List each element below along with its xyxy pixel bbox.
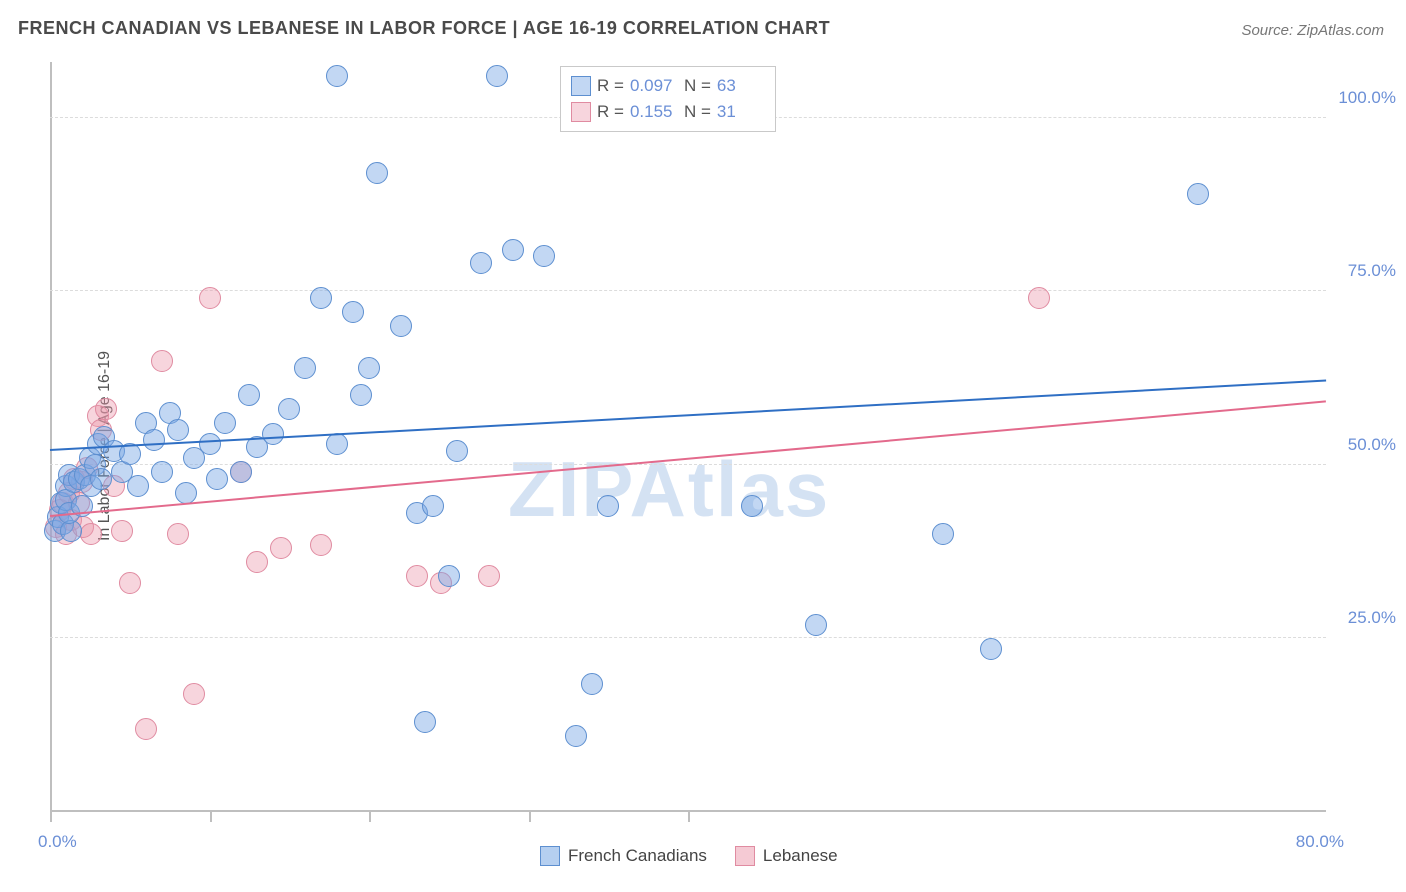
scatter-point-pink <box>151 350 173 372</box>
scatter-point-blue <box>502 239 524 261</box>
scatter-point-pink <box>246 551 268 573</box>
scatter-point-blue <box>581 673 603 695</box>
correlation-legend: R = 0.097 N = 63 R = 0.155 N = 31 <box>560 66 776 132</box>
scatter-point-blue <box>167 419 189 441</box>
scatter-point-blue <box>127 475 149 497</box>
scatter-point-blue <box>565 725 587 747</box>
scatter-point-blue <box>214 412 236 434</box>
legend-n-value: 63 <box>717 76 765 96</box>
scatter-point-blue <box>294 357 316 379</box>
scatter-point-blue <box>741 495 763 517</box>
legend-r-label: R = <box>597 102 624 122</box>
scatter-point-blue <box>238 384 260 406</box>
scatter-point-blue <box>1187 183 1209 205</box>
legend-item: French Canadians <box>540 846 707 866</box>
legend-swatch <box>540 846 560 866</box>
scatter-point-blue <box>932 523 954 545</box>
scatter-point-pink <box>111 520 133 542</box>
scatter-point-blue <box>805 614 827 636</box>
gridline <box>50 290 1326 291</box>
scatter-point-blue <box>90 468 112 490</box>
scatter-point-pink <box>199 287 221 309</box>
scatter-point-blue <box>206 468 228 490</box>
scatter-point-pink <box>135 718 157 740</box>
legend-swatch <box>571 76 591 96</box>
x-tick <box>529 812 531 822</box>
y-axis-line <box>50 62 52 812</box>
scatter-point-blue <box>342 301 364 323</box>
source-attribution: Source: ZipAtlas.com <box>1241 22 1384 39</box>
scatter-point-blue <box>199 433 221 455</box>
x-axis-min-label: 0.0% <box>38 832 77 852</box>
scatter-point-blue <box>230 461 252 483</box>
legend-item: Lebanese <box>735 846 838 866</box>
x-tick <box>50 812 52 822</box>
scatter-point-blue <box>326 433 348 455</box>
scatter-point-blue <box>446 440 468 462</box>
scatter-point-pink <box>406 565 428 587</box>
scatter-point-blue <box>533 245 555 267</box>
scatter-point-blue <box>390 315 412 337</box>
scatter-point-blue <box>414 711 436 733</box>
scatter-point-blue <box>143 429 165 451</box>
legend-row: R = 0.155 N = 31 <box>571 99 765 125</box>
scatter-point-blue <box>350 384 372 406</box>
scatter-point-blue <box>278 398 300 420</box>
series-legend: French Canadians Lebanese <box>540 846 838 866</box>
chart-title: FRENCH CANADIAN VS LEBANESE IN LABOR FOR… <box>18 18 830 39</box>
scatter-point-blue <box>326 65 348 87</box>
legend-n-value: 31 <box>717 102 765 122</box>
scatter-point-blue <box>310 287 332 309</box>
legend-swatch <box>735 846 755 866</box>
x-tick <box>688 812 690 822</box>
gridline <box>50 637 1326 638</box>
scatter-point-blue <box>438 565 460 587</box>
scatter-point-pink <box>95 398 117 420</box>
y-tick-label: 100.0% <box>1336 88 1396 108</box>
legend-r-value: 0.097 <box>630 76 678 96</box>
scatter-point-blue <box>175 482 197 504</box>
scatter-point-blue <box>358 357 380 379</box>
legend-r-label: R = <box>597 76 624 96</box>
scatter-point-blue <box>486 65 508 87</box>
trend-line-pink <box>50 400 1326 517</box>
scatter-point-blue <box>262 423 284 445</box>
scatter-plot-area: ZIPAtlas 25.0%50.0%75.0%100.0% 0.0% 80.0… <box>50 62 1326 812</box>
scatter-point-pink <box>80 523 102 545</box>
scatter-point-pink <box>167 523 189 545</box>
watermark: ZIPAtlas <box>508 444 830 535</box>
scatter-point-blue <box>597 495 619 517</box>
scatter-point-blue <box>980 638 1002 660</box>
legend-row: R = 0.097 N = 63 <box>571 73 765 99</box>
scatter-point-pink <box>1028 287 1050 309</box>
legend-label: French Canadians <box>568 846 707 866</box>
scatter-point-pink <box>310 534 332 556</box>
legend-swatch <box>571 102 591 122</box>
scatter-point-blue <box>151 461 173 483</box>
scatter-point-pink <box>119 572 141 594</box>
x-tick <box>210 812 212 822</box>
legend-n-label: N = <box>684 76 711 96</box>
scatter-point-pink <box>478 565 500 587</box>
scatter-point-pink <box>183 683 205 705</box>
x-tick <box>369 812 371 822</box>
scatter-point-blue <box>366 162 388 184</box>
legend-r-value: 0.155 <box>630 102 678 122</box>
scatter-point-blue <box>470 252 492 274</box>
legend-label: Lebanese <box>763 846 838 866</box>
x-axis-max-label: 80.0% <box>1296 832 1344 852</box>
scatter-point-pink <box>270 537 292 559</box>
legend-n-label: N = <box>684 102 711 122</box>
y-tick-label: 50.0% <box>1336 435 1396 455</box>
y-tick-label: 25.0% <box>1336 608 1396 628</box>
scatter-point-blue <box>422 495 444 517</box>
y-tick-label: 75.0% <box>1336 261 1396 281</box>
